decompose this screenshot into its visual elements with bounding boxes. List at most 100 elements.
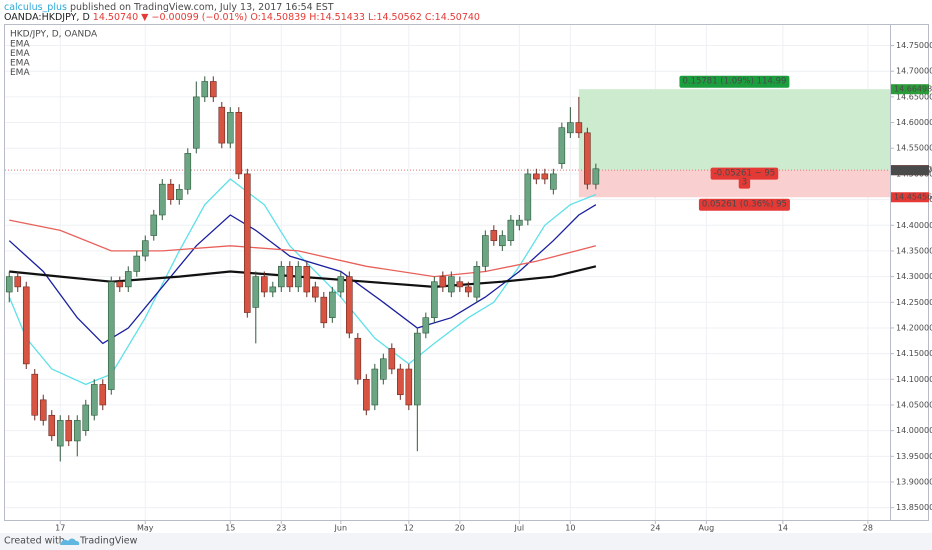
- y-tick-label: 14.30000: [896, 272, 932, 281]
- footer-brand[interactable]: TradingView: [79, 536, 138, 547]
- candle-body: [158, 183, 166, 216]
- y-tick-label: 13.95000: [896, 452, 932, 461]
- qty-label: 3: [742, 178, 747, 188]
- y-tick-label: 14.10000: [896, 375, 932, 384]
- target-label-bg: [679, 75, 790, 88]
- y-tick-label: 14.05000: [896, 400, 932, 409]
- target-label: 0.15781 (1.09%) 114.99: [682, 77, 786, 87]
- footer-created: Created with: [4, 536, 65, 547]
- x-tick-label: 24: [650, 524, 660, 533]
- candle-body: [346, 276, 353, 334]
- x-tick-label: Aug: [699, 524, 715, 533]
- candle-body: [218, 106, 226, 144]
- candle-body: [465, 286, 472, 293]
- candle-body: [558, 127, 566, 164]
- candle-body: [22, 286, 30, 365]
- candle-body: [550, 173, 557, 190]
- x-tick-label: 17: [55, 524, 65, 533]
- candle-body: [397, 368, 404, 396]
- candle-body: [431, 281, 438, 318]
- price-tag: [891, 192, 929, 203]
- candle-body: [14, 276, 22, 288]
- candle-body: [116, 281, 124, 288]
- candle-body: [541, 173, 549, 180]
- price-tag-label: 14.50717: [894, 166, 932, 175]
- candle-body: [73, 420, 81, 442]
- price-tag: [891, 165, 929, 176]
- candle-body: [124, 271, 132, 288]
- candle-body: [507, 219, 515, 241]
- y-tick-label: 14.25000: [896, 298, 932, 307]
- candle-body: [133, 255, 141, 272]
- candle-body: [56, 420, 64, 447]
- candle-body: [252, 276, 260, 308]
- candle-body: [482, 235, 489, 267]
- candle-body: [456, 281, 464, 288]
- qty-label-bg: [738, 176, 751, 189]
- y-tick-label: 14.15000: [896, 349, 932, 358]
- candle-body: [82, 404, 90, 431]
- candle-body: [592, 168, 600, 185]
- y-tick-label: 14.70000: [896, 67, 932, 76]
- candle-body: [184, 153, 192, 190]
- header-line-2: OANDA:HKDJPY, D 14.50740 ▼ −0.00099 (−0.…: [4, 12, 480, 23]
- y-tick-label: 14.35000: [896, 246, 932, 255]
- candle-body: [448, 276, 455, 293]
- chart-frame: [4, 24, 929, 521]
- x-tick-label: 20: [455, 524, 465, 533]
- candle-body: [31, 373, 39, 416]
- y-tick-label: 14.60000: [896, 118, 932, 127]
- candle-body: [48, 414, 56, 437]
- candle-body: [226, 111, 234, 144]
- y-tick-label: 14.75000: [896, 41, 932, 50]
- symbol: OANDA:HKDJPY, D: [4, 12, 90, 23]
- legend-entry: EMA: [10, 49, 30, 59]
- published: published on TradingView.com, July 13, 2…: [70, 2, 334, 13]
- candle-body: [371, 368, 379, 406]
- y-tick-label: 14.65000: [896, 92, 932, 101]
- candle-body: [167, 183, 175, 200]
- ema-line: [8, 204, 597, 345]
- legend-entry: EMA: [10, 68, 30, 78]
- profit-zone: [578, 89, 890, 171]
- candle-body: [150, 214, 158, 236]
- candle-body: [422, 317, 430, 334]
- candle-body: [192, 96, 200, 149]
- x-tick-label: 28: [863, 524, 873, 533]
- candle-body: [405, 368, 413, 406]
- x-tick-label: 15: [225, 524, 235, 533]
- candle-body: [260, 276, 268, 293]
- candle-body: [499, 235, 506, 247]
- stop-label: 0.05261 (0.36%) 95: [702, 200, 787, 210]
- candle-body: [312, 286, 319, 298]
- logo: [60, 538, 80, 545]
- y-tick-label: 14.40000: [896, 221, 932, 230]
- candle-body: [490, 230, 498, 241]
- candle-body: [388, 348, 396, 370]
- candle-body: [337, 276, 345, 293]
- header-line-1: calculus_plus published on TradingView.c…: [4, 2, 334, 13]
- author[interactable]: calculus_plus: [4, 2, 67, 13]
- candle-body: [575, 122, 583, 134]
- close: C:14.50740: [425, 12, 480, 23]
- open: O:14.50839: [250, 12, 306, 23]
- candle-body: [99, 384, 107, 406]
- x-tick-label: 14: [778, 524, 788, 533]
- candle-body: [141, 240, 149, 257]
- x-tick-label: Jul: [514, 524, 525, 533]
- price-tag-label: 14.66498: [894, 85, 932, 94]
- x-tick-label: 10: [565, 524, 575, 533]
- candle-body: [39, 399, 47, 421]
- candle-body: [524, 173, 532, 221]
- candle-body: [107, 281, 115, 390]
- candle-body: [65, 420, 73, 442]
- low: L:14.50562: [368, 12, 422, 23]
- candle-body: [380, 358, 387, 380]
- candle-body: [329, 291, 336, 318]
- candle-body: [277, 266, 285, 288]
- candle-body: [294, 266, 302, 288]
- candle-body: [90, 384, 98, 416]
- candle-body: [363, 379, 370, 411]
- stop-label-bg: [698, 198, 790, 211]
